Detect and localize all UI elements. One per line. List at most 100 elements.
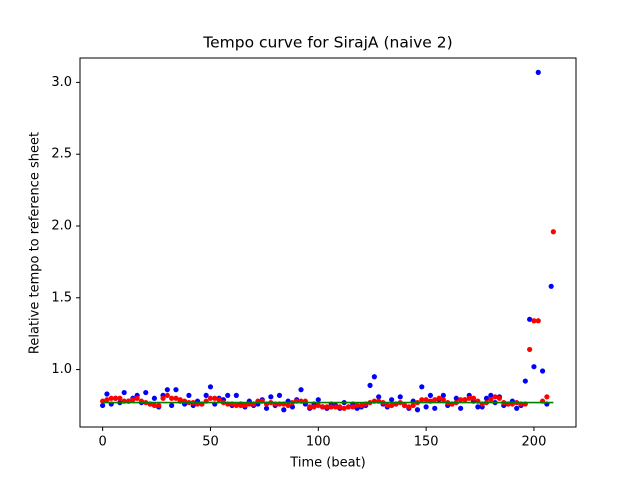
point — [151, 402, 157, 409]
point — [164, 387, 170, 393]
x-tick-label: 100 — [306, 435, 331, 450]
point — [462, 397, 468, 403]
point — [550, 229, 556, 235]
point — [328, 404, 334, 410]
chart-title: Tempo curve for SirajA (naive 2) — [202, 34, 452, 52]
point — [104, 391, 110, 397]
y-tick-label: 2.5 — [51, 147, 72, 162]
point — [376, 394, 382, 400]
point — [397, 394, 403, 400]
point — [414, 407, 421, 413]
point — [483, 395, 490, 401]
point — [440, 392, 446, 399]
point — [406, 404, 412, 410]
point — [470, 395, 477, 401]
point — [371, 374, 377, 380]
point — [117, 395, 123, 401]
y-tick-label: 2.0 — [51, 218, 72, 233]
point — [488, 392, 494, 399]
point — [169, 395, 175, 401]
x-axis-label: Time (beat) — [289, 456, 365, 471]
point — [225, 392, 231, 399]
point — [121, 389, 127, 396]
point — [298, 387, 304, 393]
point — [307, 404, 313, 410]
point — [104, 397, 110, 403]
point — [134, 395, 140, 401]
point — [160, 395, 166, 401]
point — [514, 405, 520, 411]
point — [233, 402, 239, 409]
point — [419, 397, 425, 403]
point — [173, 395, 179, 401]
point — [337, 404, 343, 410]
point — [458, 405, 464, 411]
x-tick-label: 0 — [99, 435, 107, 450]
point — [358, 402, 365, 409]
point — [212, 395, 218, 401]
point — [354, 402, 360, 409]
point — [389, 402, 395, 409]
point — [419, 384, 425, 390]
point — [539, 368, 546, 374]
point — [496, 395, 503, 401]
point — [527, 316, 533, 322]
point — [315, 397, 321, 403]
plot-area — [100, 69, 556, 413]
point — [527, 346, 533, 353]
point — [544, 394, 550, 400]
point — [164, 392, 170, 399]
point — [432, 405, 438, 411]
point — [276, 392, 283, 399]
point — [151, 395, 157, 401]
point — [350, 404, 356, 410]
point — [548, 283, 554, 289]
point — [522, 378, 528, 384]
point — [401, 402, 408, 409]
point — [233, 392, 239, 399]
y-tick-label: 3.0 — [51, 75, 72, 90]
point — [289, 404, 296, 410]
point — [311, 404, 317, 410]
point — [384, 402, 390, 409]
point — [130, 397, 136, 403]
point — [535, 318, 541, 324]
y-tick-label: 1.5 — [51, 290, 72, 305]
point — [315, 402, 321, 409]
point — [488, 397, 494, 403]
point — [169, 402, 175, 409]
point — [281, 407, 287, 413]
point — [216, 397, 222, 403]
point — [436, 395, 442, 401]
point — [458, 397, 464, 403]
point — [341, 405, 347, 411]
point — [531, 318, 537, 324]
point — [242, 402, 248, 409]
point — [108, 395, 114, 401]
point — [207, 395, 214, 401]
point — [332, 404, 339, 410]
point — [177, 397, 183, 403]
point — [320, 404, 326, 410]
point — [186, 392, 192, 399]
point — [535, 69, 541, 75]
point — [389, 397, 395, 403]
point — [475, 404, 481, 410]
x-tick-label: 50 — [202, 435, 219, 450]
point — [432, 397, 438, 403]
x-tick-label: 200 — [522, 435, 547, 450]
point — [427, 392, 434, 399]
point — [143, 389, 149, 396]
point — [423, 404, 429, 410]
axes-frame — [79, 57, 577, 428]
point — [345, 404, 352, 410]
point — [268, 394, 274, 400]
point — [203, 392, 209, 399]
point — [453, 395, 459, 401]
y-tick-label: 1.0 — [51, 362, 72, 377]
point — [410, 402, 416, 409]
point — [324, 404, 330, 410]
point — [285, 402, 291, 409]
